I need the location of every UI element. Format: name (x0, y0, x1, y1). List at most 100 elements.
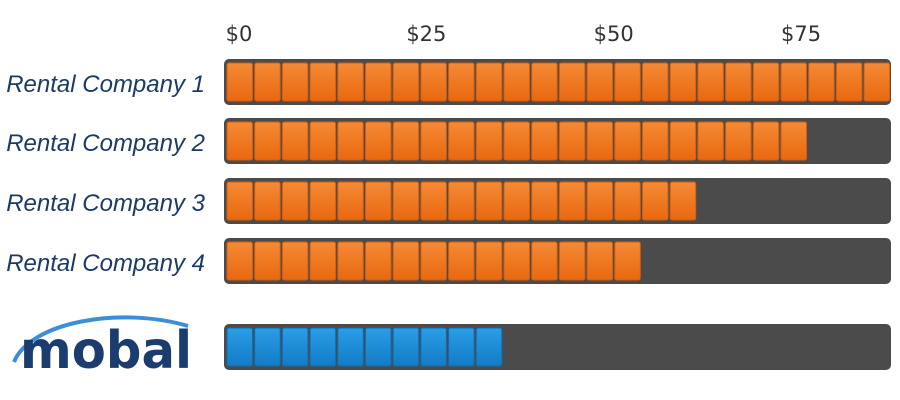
bar-cell (281, 121, 309, 161)
bar-cell (420, 62, 447, 102)
bar-cell (281, 241, 309, 281)
bar-cell (669, 62, 697, 102)
bar-cell (337, 327, 364, 367)
bar-cell (558, 62, 586, 102)
bar-cell (642, 181, 669, 221)
bar-cell (226, 327, 253, 367)
bar-cell (420, 121, 447, 161)
bar-cell (226, 62, 253, 102)
bar-cell (254, 241, 281, 281)
logo-arc (12, 315, 189, 363)
bar-cell (835, 62, 863, 102)
bar-cell (392, 327, 420, 367)
bar-cell (475, 327, 503, 367)
bar-cell (337, 181, 364, 221)
bar-cell (531, 62, 558, 102)
bar-cell (752, 121, 780, 161)
bar-cell (365, 181, 392, 221)
bar-cell (420, 327, 447, 367)
bar-cell (725, 121, 752, 161)
bar-cell (365, 121, 392, 161)
bar-cell (586, 241, 614, 281)
bar-cell (392, 241, 420, 281)
bar-cell (365, 327, 392, 367)
bar-cell (309, 181, 337, 221)
bar-cell (337, 62, 364, 102)
bar-cell (392, 62, 420, 102)
bar-cell (531, 181, 558, 221)
bar-cell (309, 327, 337, 367)
bar-cell (808, 62, 835, 102)
bar-cell (475, 121, 503, 161)
bar-cell (281, 62, 309, 102)
bar-cell (254, 121, 281, 161)
bar-cell (586, 121, 614, 161)
bar-cell (309, 62, 337, 102)
bar-cell (558, 181, 586, 221)
bar-cell (614, 121, 641, 161)
bar-cell (309, 121, 337, 161)
competitor-bar (224, 118, 891, 164)
bar-cell (365, 241, 392, 281)
bar-cell (226, 181, 253, 221)
row-label: Rental Company 3 (6, 190, 205, 217)
bar-cell (586, 62, 614, 102)
bar-cell (503, 241, 530, 281)
bar-cell (226, 241, 253, 281)
bar-cell (281, 327, 309, 367)
bar-cell (254, 62, 281, 102)
bar-cell (392, 121, 420, 161)
bar-cell (697, 62, 724, 102)
mobal-logo: mobal (12, 315, 192, 381)
bar-cell (254, 327, 281, 367)
bar-cell (863, 62, 891, 102)
bar-cell (752, 62, 780, 102)
bar-cell (448, 62, 475, 102)
bar-cell (420, 241, 447, 281)
bar-cell (337, 241, 364, 281)
bar-cell (420, 181, 447, 221)
bar-cell (281, 181, 309, 221)
bar-cell (669, 181, 697, 221)
x-tick-label: $75 (781, 22, 821, 46)
x-axis: $0 $25 $50 $75 (226, 22, 821, 46)
bar-cell (475, 241, 503, 281)
bar-cell (558, 241, 586, 281)
competitor-bar (224, 59, 891, 105)
bar-cell (614, 241, 641, 281)
bar-cell (254, 181, 281, 221)
row-label: Rental Company 1 (6, 71, 205, 98)
row-label: Rental Company 4 (6, 250, 205, 277)
competitor-bar (224, 238, 891, 284)
bar-cell (669, 121, 697, 161)
bar-cell (780, 62, 807, 102)
mobal-bar (224, 324, 891, 370)
bar-cell (448, 327, 475, 367)
x-tick-label: $25 (406, 22, 446, 46)
row-label: Rental Company 2 (6, 130, 205, 157)
bar-cell (503, 121, 530, 161)
bar-cell (614, 181, 641, 221)
bar-cell (475, 181, 503, 221)
bar-cell (531, 241, 558, 281)
row-labels: Rental Company 1 Rental Company 2 Rental C… (6, 71, 205, 277)
bar-cell (337, 121, 364, 161)
x-tick-label: $0 (226, 22, 253, 46)
bar-cell (448, 121, 475, 161)
bar-cell (392, 181, 420, 221)
bar-cell (365, 62, 392, 102)
bar-cell (475, 62, 503, 102)
bar-cell (448, 241, 475, 281)
bar-cell (503, 181, 530, 221)
competitor-bar (224, 178, 891, 224)
x-tick-label: $50 (594, 22, 634, 46)
bar-cell (780, 121, 807, 161)
bar-cell (448, 181, 475, 221)
bar-cell (697, 121, 724, 161)
bar-cell (531, 121, 558, 161)
bar-cell (614, 62, 641, 102)
bar-cell (309, 241, 337, 281)
bar-cell (503, 62, 530, 102)
bar-cell (642, 121, 669, 161)
